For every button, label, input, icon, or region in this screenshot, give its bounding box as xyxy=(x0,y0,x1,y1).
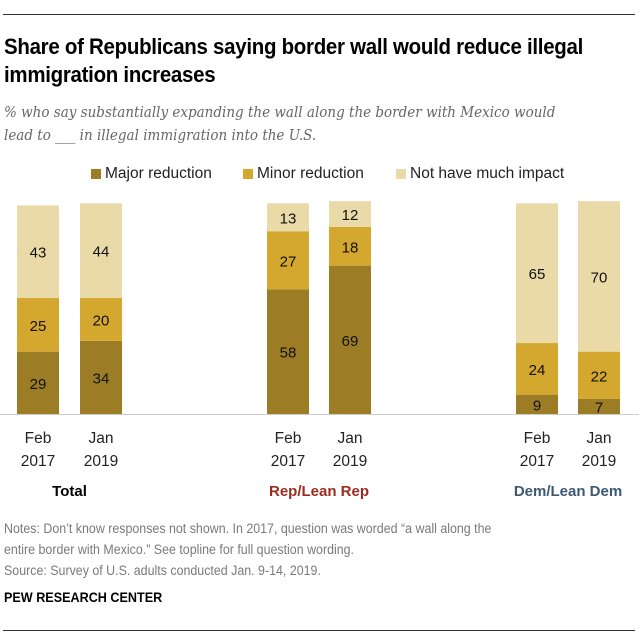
legend-label-minor: Minor reduction xyxy=(257,165,364,182)
x-tick-label-month: Jan xyxy=(338,430,363,447)
data-label-no-impact: 43 xyxy=(30,245,47,262)
bar-segment-no-impact xyxy=(578,201,620,352)
x-tick-label-month: Feb xyxy=(275,430,302,447)
group-label: Dem/Lean Dem xyxy=(514,483,622,500)
bar-segment-no-impact xyxy=(516,203,558,344)
legend-label-no-impact: Not have much impact xyxy=(410,165,565,182)
bar-segment-minor xyxy=(267,231,309,290)
data-label-no-impact: 70 xyxy=(591,269,608,286)
legend-item-minor: Minor reduction xyxy=(243,165,364,183)
bar-segment-no-impact xyxy=(17,205,59,298)
bar-segment-major xyxy=(80,340,122,414)
legend: Major reduction Minor reduction Not have… xyxy=(0,165,639,185)
bottom-rule xyxy=(3,630,635,631)
bar-segment-no-impact xyxy=(267,203,309,232)
data-label-major: 69 xyxy=(342,333,359,350)
x-tick-label-year: 2019 xyxy=(333,453,367,470)
bar-segment-major xyxy=(267,289,309,414)
data-label-minor: 20 xyxy=(93,312,110,329)
x-tick-label-month: Jan xyxy=(587,430,612,447)
x-tick-label-year: 2017 xyxy=(520,453,554,470)
x-tick-label-year: 2019 xyxy=(582,453,616,470)
x-tick-label-year: 2017 xyxy=(271,453,305,470)
bar-segment-minor xyxy=(17,297,59,352)
legend-item-no-impact: Not have much impact xyxy=(396,165,564,183)
bar-segment-major xyxy=(516,394,558,414)
group-label: Total xyxy=(52,483,87,500)
legend-label-major: Major reduction xyxy=(105,165,212,182)
top-rule xyxy=(3,14,635,15)
bar-segment-minor xyxy=(80,297,122,341)
data-label-minor: 24 xyxy=(529,362,546,379)
data-label-major: 9 xyxy=(533,397,541,414)
bar-segment-major xyxy=(17,351,59,414)
stacked-bar-chart: 29 25 43 Feb 2017 34 20 44 Jan 2019 Total 58 27 13 Feb… xyxy=(0,201,639,500)
x-tick-label-month: Jan xyxy=(89,430,114,447)
data-label-minor: 22 xyxy=(591,368,608,385)
chart-title: Share of Republicans saying border wall … xyxy=(4,34,584,87)
notes-line-2: entire border with Mexico.” See topline … xyxy=(4,542,355,557)
legend-swatch-no-impact xyxy=(396,169,406,179)
bar-segment-major xyxy=(578,398,620,414)
chart-subtitle: % who say substantially expanding the wa… xyxy=(4,103,556,144)
bar-segment-minor xyxy=(329,226,371,266)
x-tick-label-year: 2019 xyxy=(84,453,118,470)
data-label-major: 7 xyxy=(595,399,603,416)
data-label-minor: 18 xyxy=(342,239,359,256)
data-label-minor: 25 xyxy=(30,318,47,335)
bar-segment-major xyxy=(329,265,371,414)
data-label-no-impact: 13 xyxy=(280,210,297,227)
legend-swatch-major xyxy=(91,169,101,179)
notes: Notes: Don’t know responses not shown. I… xyxy=(4,518,593,581)
data-label-minor: 27 xyxy=(280,253,297,270)
data-label-major: 34 xyxy=(93,370,110,387)
group-label: Rep/Lean Rep xyxy=(269,483,369,500)
x-tick-label-month: Feb xyxy=(25,430,52,447)
data-label-major: 29 xyxy=(30,376,47,393)
bar-segment-no-impact xyxy=(80,203,122,298)
data-label-major: 58 xyxy=(280,345,297,362)
x-tick-label-month: Feb xyxy=(524,430,551,447)
source-line: Source: Survey of U.S. adults conducted … xyxy=(4,563,321,578)
data-label-no-impact: 65 xyxy=(529,266,546,283)
bar-segment-minor xyxy=(516,343,558,395)
bar-segment-no-impact xyxy=(329,201,371,227)
bar-segment-minor xyxy=(578,351,620,399)
legend-item-major: Major reduction xyxy=(91,165,212,183)
x-tick-label-year: 2017 xyxy=(21,453,55,470)
legend-swatch-minor xyxy=(243,169,253,179)
data-label-no-impact: 12 xyxy=(342,207,359,224)
pew-research-center-logo: PEW RESEARCH CENTER xyxy=(4,589,163,605)
notes-line-1: Notes: Don’t know responses not shown. I… xyxy=(4,521,492,536)
data-label-no-impact: 44 xyxy=(93,244,110,261)
